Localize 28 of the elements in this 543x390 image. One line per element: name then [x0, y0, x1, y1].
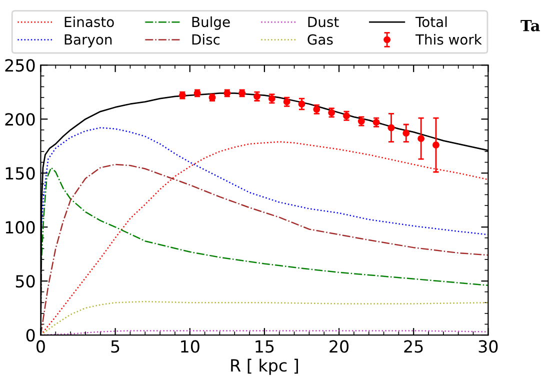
x-tick-label: 15	[256, 340, 274, 353]
legend-label: Einasto	[64, 16, 114, 28]
x-tick-label: 25	[404, 340, 423, 353]
point	[388, 124, 395, 132]
y-tick-label: 0	[26, 328, 35, 342]
text: Ta	[520, 20, 540, 32]
legend-label: Gas	[308, 34, 333, 45]
x-tick-label: 30	[478, 340, 498, 353]
legend-label: Baryon	[64, 34, 112, 48]
x-axis-title: R [ kpc ]	[231, 358, 298, 375]
y-tick-label: 250	[5, 59, 35, 72]
y-tick-label: 50	[16, 274, 35, 288]
x-tick-label: 5	[111, 340, 120, 353]
y-tick-label: 100	[6, 221, 35, 234]
legend-label: Disc	[192, 34, 220, 45]
x-tick-label: 0	[36, 340, 45, 353]
x-tick-label: 10	[181, 340, 200, 353]
legend-label: Total	[415, 16, 447, 28]
legend-label: This work	[415, 34, 482, 45]
legend-label: Dust	[308, 16, 339, 28]
point	[298, 100, 306, 108]
y-tick-label: 150	[6, 167, 35, 180]
y-tick-label: 200	[5, 113, 35, 126]
point	[418, 135, 425, 142]
legend-label: Bulge	[192, 16, 230, 30]
point	[432, 142, 440, 148]
x-tick-label: 20	[330, 340, 349, 353]
point	[402, 130, 410, 137]
